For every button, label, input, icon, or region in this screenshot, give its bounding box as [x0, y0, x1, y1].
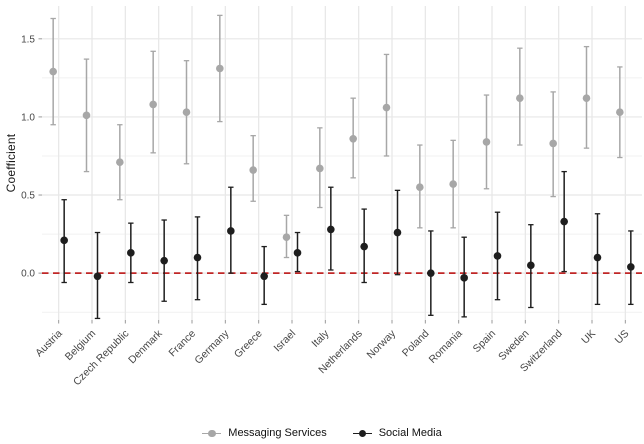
key-dot	[208, 429, 216, 437]
svg-text:Greece: Greece	[232, 328, 265, 361]
vertical-gridlines	[58, 6, 626, 320]
svg-text:Denmark: Denmark	[126, 327, 165, 366]
y-axis-labels: 0.0 0.5 1.0 1.5	[21, 34, 35, 279]
legend-item-social-media: Social Media	[352, 427, 442, 440]
svg-text:Poland: Poland	[400, 328, 432, 360]
svg-text:Norway: Norway	[364, 327, 398, 361]
svg-text:0.5: 0.5	[21, 191, 35, 202]
svg-text:US: US	[613, 328, 632, 347]
minor-gridlines	[42, 77, 642, 313]
legend: Messaging Services Social Media	[0, 423, 644, 443]
svg-text:1.5: 1.5	[21, 34, 35, 45]
legend-label-social-media: Social Media	[378, 427, 442, 439]
svg-text:Italy: Italy	[309, 327, 332, 350]
svg-text:Spain: Spain	[471, 328, 499, 356]
svg-text:France: France	[167, 328, 199, 360]
svg-text:UK: UK	[579, 328, 598, 347]
legend-item-messaging-services: Messaging Services	[202, 427, 327, 440]
pointrange-key-icon	[352, 427, 372, 440]
series-messaging-services	[49, 14, 624, 259]
svg-text:Romania: Romania	[427, 328, 465, 366]
axis-ticks	[38, 38, 626, 324]
key-dot	[358, 429, 367, 437]
series-social-media	[60, 170, 635, 320]
svg-text:1.0: 1.0	[21, 112, 35, 123]
svg-text:Israel: Israel	[271, 328, 298, 355]
legend-label-messaging-services: Messaging Services	[228, 427, 327, 439]
svg-text:Austria: Austria	[33, 328, 65, 360]
svg-text:Germany: Germany	[192, 327, 232, 367]
pointrange-key-icon	[202, 427, 222, 440]
svg-text:0.0: 0.0	[21, 269, 35, 280]
